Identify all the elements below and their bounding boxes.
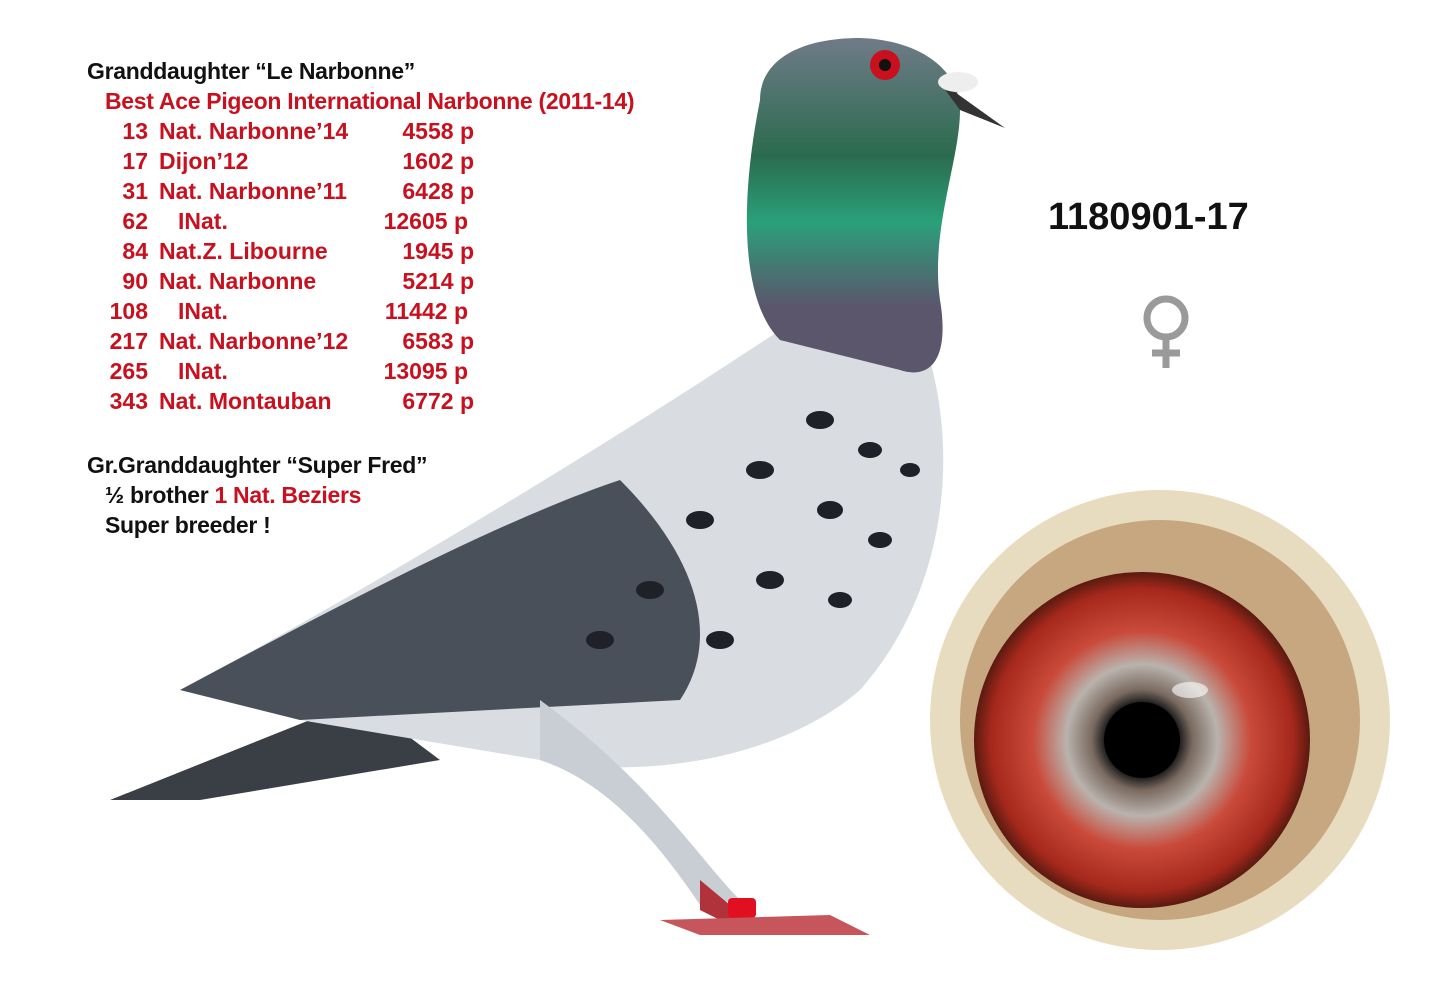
result-row: 31 Nat. Narbonne’11 6428 p: [0, 176, 500, 206]
result-count: 1945 p: [402, 238, 474, 264]
result-event: INat.: [178, 298, 228, 324]
leg-ring: [728, 898, 756, 918]
result-count: 6772 p: [402, 388, 474, 414]
result-row: 265 INat. 13095 p: [0, 356, 500, 386]
pedigree-subtitle: Best Ace Pigeon International Narbonne (…: [105, 88, 635, 114]
pedigree-title-2: Gr.Granddaughter “Super Fred”: [87, 452, 428, 478]
result-count: 4558 p: [402, 118, 474, 144]
result-row: 343 Nat. Montauban 6772 p: [0, 386, 500, 416]
result-event: Nat.Z. Libourne: [159, 238, 328, 264]
result-row: 90 Nat. Narbonne 5214 p: [0, 266, 500, 296]
result-row: 84 Nat.Z. Libourne 1945 p: [0, 236, 500, 266]
result-row: 217 Nat. Narbonne’12 6583 p: [0, 326, 500, 356]
result-count: 12605 p: [383, 208, 468, 234]
result-count: 11442 p: [384, 298, 468, 324]
result-place: 84: [122, 238, 148, 264]
result-place: 13: [122, 118, 148, 144]
brother-line: ½ brother 1 Nat. Beziers: [105, 480, 361, 510]
result-place: 265: [109, 358, 148, 384]
result-place: 217: [109, 328, 148, 354]
result-count: 6428 p: [402, 178, 474, 204]
female-icon: [1138, 292, 1194, 377]
result-place: 31: [122, 178, 148, 204]
result-count: 13095 p: [383, 358, 468, 384]
pedigree-title: Granddaughter “Le Narbonne”: [87, 58, 415, 84]
result-row: 13 Nat. Narbonne’14 4558 p: [0, 116, 500, 146]
result-count: 6583 p: [402, 328, 474, 354]
result-row: 17 Dijon’12 1602 p: [0, 146, 500, 176]
result-count: 1602 p: [402, 148, 474, 174]
result-event: Nat. Narbonne’14: [159, 118, 349, 144]
result-event: Nat. Narbonne’11: [159, 178, 347, 204]
ring-number: 1180901-17: [1048, 196, 1249, 238]
result-event: INat.: [178, 358, 228, 384]
result-row: 62 INat. 12605 p: [0, 206, 500, 236]
result-event: INat.: [178, 208, 228, 234]
result-row: 108 INat. 11442 p: [0, 296, 500, 326]
brother-prefix: ½ brother: [105, 482, 215, 508]
brother-result: 1 Nat. Beziers: [214, 482, 362, 508]
result-event: Nat. Narbonne: [159, 268, 317, 294]
result-place: 17: [122, 148, 148, 174]
breeder-note: Super breeder !: [105, 512, 271, 538]
result-event: Dijon’12: [159, 148, 249, 174]
eye-closeup: [930, 490, 1390, 950]
result-place: 108: [109, 298, 148, 324]
result-count: 5214 p: [402, 268, 474, 294]
result-event: Nat. Montauban: [159, 388, 332, 414]
result-place: 62: [122, 208, 148, 234]
result-event: Nat. Narbonne’12: [159, 328, 349, 354]
result-place: 343: [109, 388, 148, 414]
result-place: 90: [122, 268, 148, 294]
